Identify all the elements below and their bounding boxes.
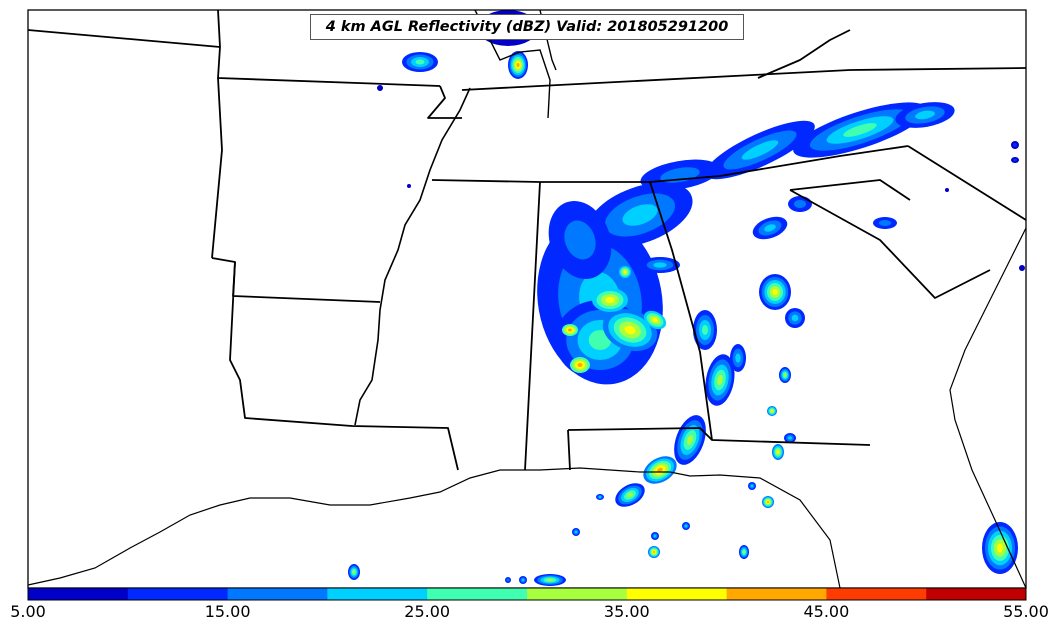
colorbar-tick-label: 55.00 <box>1003 602 1049 621</box>
echo-cell <box>624 325 636 335</box>
echo-cell <box>657 467 663 473</box>
echo-cell <box>788 436 792 440</box>
echo-cell <box>407 184 411 188</box>
echo-cell <box>735 353 741 363</box>
colorbar-tick-label: 35.00 <box>603 602 650 621</box>
echo-cell <box>415 59 425 65</box>
colorbar-frame <box>27 587 1027 601</box>
mississippi-river <box>354 87 471 426</box>
colorbar-segment <box>327 588 428 600</box>
colorbar-segment <box>527 588 628 600</box>
colorbar-tick-label: 25.00 <box>404 602 451 621</box>
echo-cell <box>516 63 520 67</box>
echo-cell <box>794 200 806 208</box>
colorbar-segment <box>926 588 1027 600</box>
colorbar-tick-label: 5.00 <box>10 602 46 621</box>
echo-cell <box>791 314 799 322</box>
echo-cell <box>741 140 779 160</box>
echo-cell <box>627 492 633 498</box>
echo-cell <box>377 85 383 91</box>
colorbar-tick-label: 15.00 <box>204 602 251 621</box>
echo-cell <box>574 530 578 534</box>
echo-cell <box>546 578 554 582</box>
echo-cell <box>652 317 658 323</box>
echo-cell <box>1019 265 1025 271</box>
echo-cell <box>598 496 602 498</box>
echo-cell <box>776 450 780 454</box>
echo-cell <box>764 224 776 232</box>
echo-cell <box>653 262 667 268</box>
colorbar-segment <box>227 588 328 600</box>
colorbar-segment <box>427 588 528 600</box>
echo-cell <box>577 363 583 367</box>
coastline <box>27 227 1027 589</box>
echo-cell <box>684 524 688 528</box>
echo-cell <box>717 374 723 386</box>
echo-cell <box>653 551 655 553</box>
echo-cell <box>772 289 778 295</box>
echo-cell <box>915 110 935 120</box>
state-borders <box>27 9 1027 471</box>
colorbar-segment <box>28 588 129 600</box>
echo-cell <box>506 578 510 582</box>
echo-cell <box>743 550 745 554</box>
echo-cell <box>945 188 949 192</box>
echo-cell <box>622 204 658 226</box>
colorbar-tick-label: 45.00 <box>803 602 850 621</box>
colorbar-segment <box>826 588 927 600</box>
echo-cell <box>997 543 1003 553</box>
echo-cell <box>702 325 708 335</box>
echo-cell <box>1013 158 1017 162</box>
echo-cell <box>771 410 773 412</box>
echo-cell <box>783 373 787 377</box>
echo-cell <box>686 435 694 445</box>
echo-cell <box>352 570 356 574</box>
colorbar-segment <box>127 588 229 600</box>
echo-cell <box>521 578 525 582</box>
echo-cell <box>1013 143 1017 147</box>
map-background <box>28 10 1026 588</box>
colorbar-segment <box>626 588 728 600</box>
echo-cell <box>568 328 572 332</box>
echo-cell <box>623 270 627 274</box>
colorbar <box>27 587 1027 601</box>
echo-cell <box>879 220 891 226</box>
echo-cell <box>750 484 754 488</box>
reflectivity-echoes <box>348 10 1025 586</box>
echo-cell <box>653 534 657 538</box>
echo-cell <box>767 501 769 503</box>
echo-cell <box>564 220 596 260</box>
echo-cell <box>843 123 877 137</box>
echo-cell <box>605 297 615 303</box>
colorbar-segment <box>726 588 827 600</box>
map-title: 4 km AGL Reflectivity (dBZ) Valid: 20180… <box>310 14 744 40</box>
